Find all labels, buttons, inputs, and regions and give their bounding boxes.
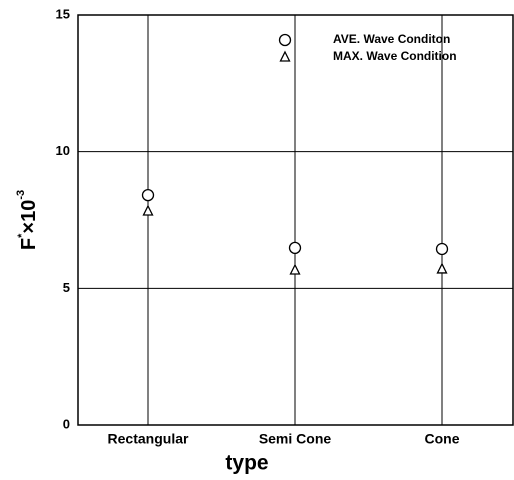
y-tick-label: 15 <box>56 6 70 21</box>
x-tick-label: Semi Cone <box>259 431 332 447</box>
y-tick-label: 0 <box>63 416 70 431</box>
y-label-exp: -3 <box>15 190 27 200</box>
legend-marker <box>278 33 292 47</box>
y-label-mid: ×10 <box>18 200 40 234</box>
legend-marker <box>279 50 291 62</box>
legend-label: AVE. Wave Conditon <box>333 32 450 46</box>
x-axis-label: type <box>225 452 268 475</box>
data-point <box>288 241 302 255</box>
data-point <box>142 204 154 216</box>
y-axis-label: F*×10-3 <box>15 190 40 250</box>
legend-label: MAX. Wave Condition <box>333 49 457 63</box>
y-label-sup: * <box>16 233 28 238</box>
data-point <box>436 262 448 274</box>
x-tick-label: Rectangular <box>108 431 189 447</box>
y-tick-label: 10 <box>56 143 70 158</box>
y-tick-label: 5 <box>63 280 70 295</box>
x-tick-label: Cone <box>425 431 460 447</box>
data-point <box>435 242 449 256</box>
data-point <box>289 263 301 275</box>
y-label-base: F <box>18 238 40 250</box>
data-point <box>141 188 155 202</box>
